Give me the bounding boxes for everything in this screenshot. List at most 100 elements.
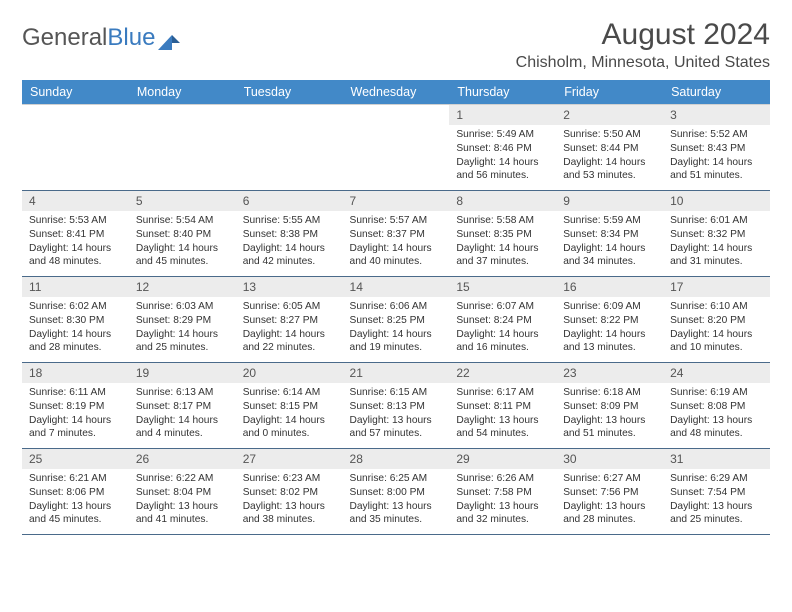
calendar-cell: 4Sunrise: 5:53 AMSunset: 8:41 PMDaylight… (22, 191, 129, 277)
calendar-head: SundayMondayTuesdayWednesdayThursdayFrid… (22, 80, 770, 105)
weekday-header: Monday (129, 80, 236, 105)
calendar-row: 11Sunrise: 6:02 AMSunset: 8:30 PMDayligh… (22, 277, 770, 363)
calendar-cell: 18Sunrise: 6:11 AMSunset: 8:19 PMDayligh… (22, 363, 129, 449)
calendar-cell: 9Sunrise: 5:59 AMSunset: 8:34 PMDaylight… (556, 191, 663, 277)
calendar-cell: 21Sunrise: 6:15 AMSunset: 8:13 PMDayligh… (343, 363, 450, 449)
calendar-cell: 3Sunrise: 5:52 AMSunset: 8:43 PMDaylight… (663, 105, 770, 191)
day-number: 3 (663, 105, 770, 125)
calendar-cell: 12Sunrise: 6:03 AMSunset: 8:29 PMDayligh… (129, 277, 236, 363)
logo-text-general: General (22, 24, 107, 52)
calendar-cell: 1Sunrise: 5:49 AMSunset: 8:46 PMDaylight… (449, 105, 556, 191)
weekday-header: Sunday (22, 80, 129, 105)
day-details: Sunrise: 6:19 AMSunset: 8:08 PMDaylight:… (663, 383, 770, 445)
calendar-cell: 10Sunrise: 6:01 AMSunset: 8:32 PMDayligh… (663, 191, 770, 277)
day-details: Sunrise: 6:05 AMSunset: 8:27 PMDaylight:… (236, 297, 343, 359)
day-number: 28 (343, 449, 450, 469)
calendar-cell: 8Sunrise: 5:58 AMSunset: 8:35 PMDaylight… (449, 191, 556, 277)
day-details: Sunrise: 6:14 AMSunset: 8:15 PMDaylight:… (236, 383, 343, 445)
calendar-cell: 7Sunrise: 5:57 AMSunset: 8:37 PMDaylight… (343, 191, 450, 277)
day-number: 12 (129, 277, 236, 297)
day-number: 11 (22, 277, 129, 297)
calendar-row: 18Sunrise: 6:11 AMSunset: 8:19 PMDayligh… (22, 363, 770, 449)
calendar-cell: 25Sunrise: 6:21 AMSunset: 8:06 PMDayligh… (22, 449, 129, 535)
day-number: 6 (236, 191, 343, 211)
calendar-cell: 23Sunrise: 6:18 AMSunset: 8:09 PMDayligh… (556, 363, 663, 449)
day-number: 4 (22, 191, 129, 211)
day-number: 27 (236, 449, 343, 469)
day-number: 18 (22, 363, 129, 383)
calendar-cell: 27Sunrise: 6:23 AMSunset: 8:02 PMDayligh… (236, 449, 343, 535)
calendar-cell: 16Sunrise: 6:09 AMSunset: 8:22 PMDayligh… (556, 277, 663, 363)
weekday-header: Friday (556, 80, 663, 105)
weekday-header: Tuesday (236, 80, 343, 105)
calendar-cell: 24Sunrise: 6:19 AMSunset: 8:08 PMDayligh… (663, 363, 770, 449)
day-details: Sunrise: 6:25 AMSunset: 8:00 PMDaylight:… (343, 469, 450, 531)
logo: GeneralBlue (22, 24, 180, 52)
day-details: Sunrise: 6:29 AMSunset: 7:54 PMDaylight:… (663, 469, 770, 531)
day-details: Sunrise: 6:18 AMSunset: 8:09 PMDaylight:… (556, 383, 663, 445)
day-details: Sunrise: 6:23 AMSunset: 8:02 PMDaylight:… (236, 469, 343, 531)
day-details: Sunrise: 5:55 AMSunset: 8:38 PMDaylight:… (236, 211, 343, 273)
day-number: 30 (556, 449, 663, 469)
day-number: 15 (449, 277, 556, 297)
calendar-cell: 26Sunrise: 6:22 AMSunset: 8:04 PMDayligh… (129, 449, 236, 535)
calendar-table: SundayMondayTuesdayWednesdayThursdayFrid… (22, 80, 770, 535)
day-number: 23 (556, 363, 663, 383)
day-number: 26 (129, 449, 236, 469)
day-number: 24 (663, 363, 770, 383)
day-details: Sunrise: 6:13 AMSunset: 8:17 PMDaylight:… (129, 383, 236, 445)
calendar-row: 25Sunrise: 6:21 AMSunset: 8:06 PMDayligh… (22, 449, 770, 535)
calendar-cell: 31Sunrise: 6:29 AMSunset: 7:54 PMDayligh… (663, 449, 770, 535)
day-details: Sunrise: 6:06 AMSunset: 8:25 PMDaylight:… (343, 297, 450, 359)
weekday-header: Saturday (663, 80, 770, 105)
day-details: Sunrise: 5:54 AMSunset: 8:40 PMDaylight:… (129, 211, 236, 273)
day-details: Sunrise: 6:03 AMSunset: 8:29 PMDaylight:… (129, 297, 236, 359)
calendar-cell: 30Sunrise: 6:27 AMSunset: 7:56 PMDayligh… (556, 449, 663, 535)
calendar-cell: 19Sunrise: 6:13 AMSunset: 8:17 PMDayligh… (129, 363, 236, 449)
calendar-cell (129, 105, 236, 191)
day-details: Sunrise: 6:02 AMSunset: 8:30 PMDaylight:… (22, 297, 129, 359)
day-details: Sunrise: 5:57 AMSunset: 8:37 PMDaylight:… (343, 211, 450, 273)
day-details: Sunrise: 5:52 AMSunset: 8:43 PMDaylight:… (663, 125, 770, 187)
calendar-cell: 5Sunrise: 5:54 AMSunset: 8:40 PMDaylight… (129, 191, 236, 277)
day-number: 2 (556, 105, 663, 125)
day-number: 20 (236, 363, 343, 383)
calendar-cell (236, 105, 343, 191)
calendar-cell: 17Sunrise: 6:10 AMSunset: 8:20 PMDayligh… (663, 277, 770, 363)
calendar-row: 1Sunrise: 5:49 AMSunset: 8:46 PMDaylight… (22, 105, 770, 191)
day-details: Sunrise: 6:27 AMSunset: 7:56 PMDaylight:… (556, 469, 663, 531)
calendar-cell: 14Sunrise: 6:06 AMSunset: 8:25 PMDayligh… (343, 277, 450, 363)
calendar-cell: 2Sunrise: 5:50 AMSunset: 8:44 PMDaylight… (556, 105, 663, 191)
calendar-cell (22, 105, 129, 191)
day-number: 7 (343, 191, 450, 211)
day-number: 22 (449, 363, 556, 383)
day-details: Sunrise: 6:10 AMSunset: 8:20 PMDaylight:… (663, 297, 770, 359)
day-details: Sunrise: 6:22 AMSunset: 8:04 PMDaylight:… (129, 469, 236, 531)
logo-mark-icon (158, 29, 180, 47)
calendar-cell: 22Sunrise: 6:17 AMSunset: 8:11 PMDayligh… (449, 363, 556, 449)
calendar-cell: 29Sunrise: 6:26 AMSunset: 7:58 PMDayligh… (449, 449, 556, 535)
day-details: Sunrise: 6:21 AMSunset: 8:06 PMDaylight:… (22, 469, 129, 531)
location-subtitle: Chisholm, Minnesota, United States (516, 54, 770, 72)
day-details: Sunrise: 5:59 AMSunset: 8:34 PMDaylight:… (556, 211, 663, 273)
weekday-header: Thursday (449, 80, 556, 105)
weekday-header: Wednesday (343, 80, 450, 105)
day-number: 31 (663, 449, 770, 469)
calendar-row: 4Sunrise: 5:53 AMSunset: 8:41 PMDaylight… (22, 191, 770, 277)
day-number: 8 (449, 191, 556, 211)
calendar-cell (343, 105, 450, 191)
day-details: Sunrise: 6:17 AMSunset: 8:11 PMDaylight:… (449, 383, 556, 445)
day-number: 21 (343, 363, 450, 383)
month-title: August 2024 (516, 18, 770, 52)
calendar-cell: 11Sunrise: 6:02 AMSunset: 8:30 PMDayligh… (22, 277, 129, 363)
calendar-cell: 20Sunrise: 6:14 AMSunset: 8:15 PMDayligh… (236, 363, 343, 449)
day-number: 17 (663, 277, 770, 297)
day-number: 19 (129, 363, 236, 383)
day-number: 29 (449, 449, 556, 469)
day-number: 16 (556, 277, 663, 297)
day-number: 14 (343, 277, 450, 297)
logo-text-blue: Blue (107, 24, 155, 52)
day-details: Sunrise: 5:50 AMSunset: 8:44 PMDaylight:… (556, 125, 663, 187)
day-number: 10 (663, 191, 770, 211)
day-details: Sunrise: 6:15 AMSunset: 8:13 PMDaylight:… (343, 383, 450, 445)
